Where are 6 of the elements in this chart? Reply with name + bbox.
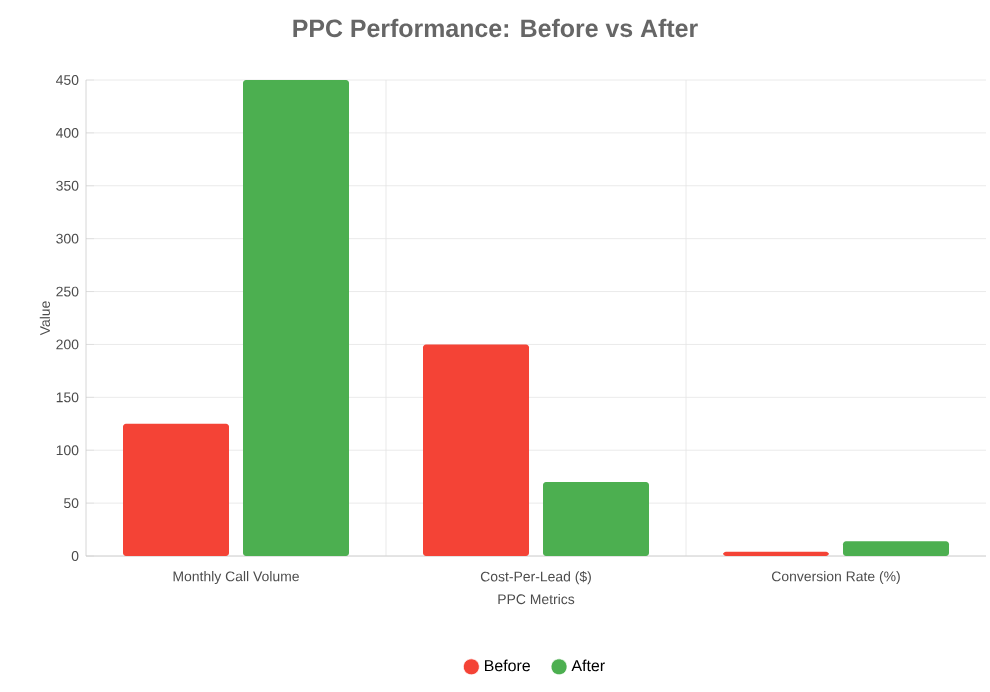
chart-title: PPC Performance: Before vs After (293, 18, 698, 38)
bar (423, 344, 530, 556)
bar (843, 541, 950, 556)
bar (243, 80, 350, 556)
bar (123, 423, 229, 556)
bar (543, 481, 650, 556)
